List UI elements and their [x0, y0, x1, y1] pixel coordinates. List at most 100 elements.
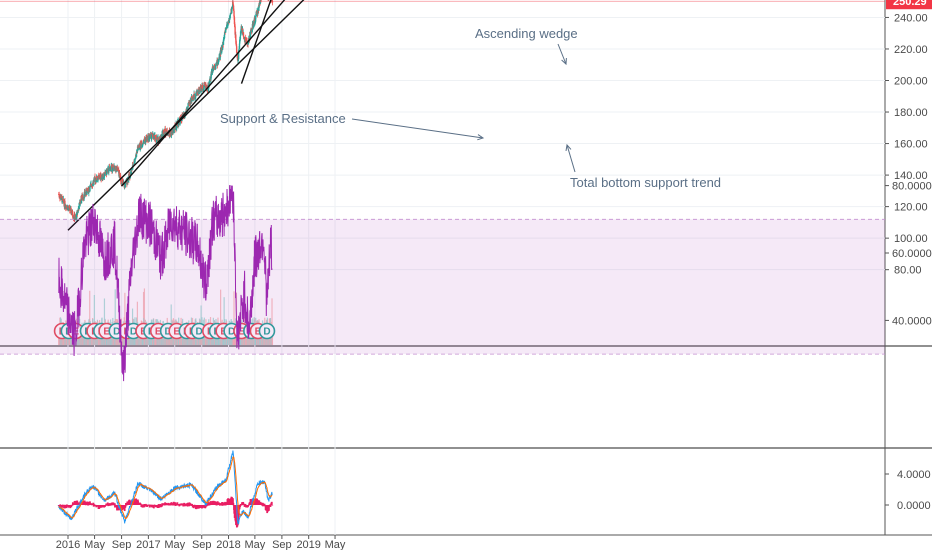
macd-histogram-bar: [242, 501, 245, 505]
candle-body: [221, 47, 224, 50]
candle-body: [90, 183, 92, 186]
macd-histogram-bar: [232, 498, 234, 505]
macd-histogram-bar: [193, 504, 196, 506]
candle-body: [232, 5, 235, 11]
candle-body: [132, 164, 135, 166]
price-tick-label: 220.00: [894, 44, 928, 56]
time-tick-label: 2017: [136, 539, 160, 550]
candle-body: [122, 181, 124, 184]
macd-histogram-bar: [108, 505, 111, 506]
candle-body: [106, 171, 108, 173]
macd-line: [58, 450, 273, 525]
candle-body: [217, 62, 219, 64]
candle-body: [244, 37, 247, 40]
volume-bar: [124, 292, 126, 345]
candle-body: [226, 24, 228, 30]
candle-body: [154, 135, 156, 137]
macd-histogram-bar: [93, 503, 95, 505]
macd-histogram-bar: [84, 501, 87, 505]
annotation[interactable]: Support & Resistance: [220, 111, 485, 141]
candle-body: [119, 174, 122, 177]
volume-bar: [103, 298, 106, 345]
price-tick-label: 240.00: [894, 12, 928, 24]
candle-body: [191, 98, 193, 101]
candle-body: [232, 4, 235, 6]
macd-histogram-bar: [59, 504, 62, 505]
macd-histogram-bar: [87, 505, 90, 506]
candle-body: [202, 85, 204, 91]
macd-histogram-bar: [171, 503, 174, 505]
candle-body: [186, 107, 189, 110]
price-candles: [0, 0, 885, 223]
macd-histogram-bar: [150, 504, 153, 506]
event-label: E: [238, 327, 245, 338]
rsi-line: [58, 185, 273, 382]
grid: [0, 0, 885, 535]
candle-body: [65, 205, 68, 207]
macd-histogram-bar: [76, 501, 79, 505]
candle-body: [101, 173, 103, 179]
candle-body: [255, 14, 257, 16]
candle-body: [210, 71, 213, 76]
macd-histogram-bar: [175, 503, 178, 505]
candle-body: [116, 168, 119, 171]
candle-body: [257, 9, 259, 14]
panel-backgrounds: [0, 0, 932, 536]
macd-histogram-bar: [263, 503, 266, 505]
volume-bar: [143, 288, 146, 345]
annotations[interactable]: Ascending wedge Support & Resistance Total…: [220, 26, 721, 190]
macd-histogram-bar: [187, 502, 189, 505]
macd-histogram-bar: [174, 505, 177, 506]
candle-body: [233, 17, 236, 25]
macd-histogram-bar: [181, 503, 184, 505]
macd-histogram-bar: [112, 504, 115, 506]
macd-histogram-bar: [90, 504, 93, 506]
candle-body: [234, 26, 236, 35]
candle-body: [170, 131, 173, 136]
candle-body: [136, 152, 138, 154]
price-tick-label: 160.00: [894, 139, 928, 151]
macd-histogram-bar: [153, 504, 156, 506]
macd-histogram-bar: [211, 500, 214, 505]
event-marker-dividend[interactable]: D: [258, 322, 276, 340]
macd-histogram-bar: [65, 505, 68, 509]
candle-body: [78, 203, 80, 210]
macd-histogram-bar: [239, 504, 242, 506]
candle-body: [233, 10, 235, 17]
candle-body: [242, 36, 245, 39]
event-label: D: [130, 327, 137, 338]
annotation-arrowhead: [477, 134, 485, 141]
candle-body: [198, 91, 200, 93]
time-tick-label: May: [244, 539, 265, 550]
macd-histogram-bar: [67, 505, 70, 508]
candle-body: [58, 196, 61, 198]
macd-histogram-bar: [152, 505, 155, 509]
candle-body: [229, 15, 231, 20]
macd-histogram-bar: [268, 505, 270, 511]
candle-body: [215, 63, 217, 67]
candle-body: [114, 166, 117, 170]
price-tick-label: 100.00: [894, 233, 928, 245]
annotation-text: Total bottom support trend: [570, 175, 721, 190]
candle-body: [142, 144, 144, 145]
macd-histogram-bar: [156, 504, 159, 506]
macd-histogram-bar: [110, 505, 112, 506]
macd-histogram-bar: [108, 503, 110, 505]
trendlines[interactable]: [67, 0, 305, 231]
macd-histogram-bar: [191, 503, 193, 505]
annotation[interactable]: Total bottom support trend: [565, 143, 721, 190]
candle-body: [152, 133, 154, 138]
macd-histogram-bar: [268, 504, 271, 506]
annotation[interactable]: Ascending wedge: [475, 26, 578, 66]
candle-body: [239, 31, 242, 36]
candle-body: [211, 71, 213, 74]
volume-bar: [233, 291, 235, 345]
candle-body: [229, 13, 232, 15]
candle-body: [160, 135, 163, 138]
macd-histogram-bar: [182, 505, 185, 506]
macd-histogram-bar: [240, 505, 243, 506]
macd-histogram-bar: [104, 505, 107, 506]
macd-histogram-bar: [61, 504, 64, 506]
event-label: D: [263, 327, 270, 338]
candle-body: [235, 39, 237, 45]
